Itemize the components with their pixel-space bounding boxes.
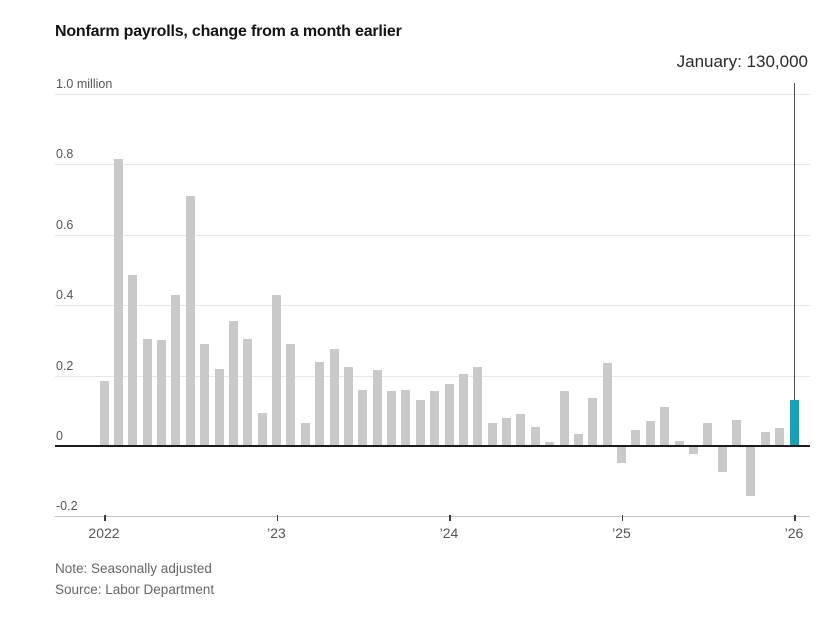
- x-axis-label--25: ’25: [612, 525, 631, 541]
- bar-apr-2023: [315, 361, 325, 446]
- bar-feb-2023: [286, 343, 296, 446]
- bar-nov-2024: [588, 398, 598, 446]
- bar-jun-2024: [516, 414, 526, 446]
- bar-jan-2024: [444, 384, 454, 446]
- bar-feb-2025: [631, 430, 641, 446]
- y-axis-label--0.2: -0.2: [56, 499, 78, 514]
- bar-sep-2023: [387, 391, 396, 446]
- bar-jan-2022: [99, 380, 109, 446]
- bar-jan-2026: [789, 400, 799, 446]
- x-tick--26: [794, 515, 796, 521]
- y-axis-label-1: 1.0 million: [56, 77, 113, 91]
- gridline-0.6: [55, 234, 810, 236]
- bar-jul-2025: [703, 423, 713, 446]
- bar-jan-2023: [272, 294, 281, 446]
- bar-sep-2022: [214, 368, 224, 446]
- chart-note: Note: Seasonally adjusted: [55, 561, 212, 576]
- bar-nov-2023: [415, 400, 425, 446]
- bar-oct-2022: [228, 321, 238, 446]
- bar-may-2025: [674, 440, 684, 446]
- gridline-0.2: [55, 375, 810, 377]
- y-axis-label-0: 0: [56, 429, 63, 443]
- y-axis-label-0.4: 0.4: [56, 288, 74, 303]
- bar-dec-2023: [430, 391, 440, 446]
- bar-aug-2024: [545, 442, 555, 446]
- x-tick-2022: [104, 515, 106, 521]
- bar-aug-2022: [200, 343, 210, 446]
- note-source-block: Note: Seasonally adjusted Source: Labor …: [55, 558, 214, 600]
- y-axis-label-0.6: 0.6: [56, 217, 74, 232]
- bar-sep-2025: [732, 419, 741, 446]
- bar-sep-2024: [559, 391, 569, 446]
- bar-feb-2024: [458, 373, 468, 446]
- bar-jul-2023: [358, 389, 368, 446]
- bar-may-2024: [502, 417, 511, 446]
- bar-apr-2025: [660, 407, 670, 446]
- annotation-label: January: 130,000: [676, 52, 808, 71]
- bar-nov-2025: [760, 431, 770, 446]
- bar-jun-2023: [343, 366, 353, 446]
- zero-baseline: [55, 445, 810, 447]
- bar-may-2023: [329, 349, 339, 446]
- bar-mar-2025: [645, 421, 655, 446]
- bar-aug-2023: [372, 370, 382, 446]
- bar-oct-2024: [573, 433, 583, 446]
- x-tick--24: [449, 515, 451, 521]
- bar-apr-2024: [487, 423, 497, 446]
- bar-apr-2022: [142, 338, 152, 446]
- chart-source: Source: Labor Department: [55, 582, 215, 597]
- x-tick--25: [621, 515, 623, 521]
- gridline-0.4: [55, 305, 810, 307]
- bar-may-2022: [157, 340, 166, 446]
- bar-mar-2022: [128, 275, 138, 446]
- bar-jul-2022: [185, 196, 195, 446]
- annotation-connector-line: [794, 83, 795, 401]
- y-axis-label-0.2: 0.2: [56, 358, 74, 373]
- bar-nov-2022: [243, 338, 253, 446]
- gridline--0.2: [55, 516, 810, 518]
- x-axis-label-2022: 2022: [88, 525, 120, 541]
- x-axis-label--26: ’26: [784, 525, 804, 541]
- bar-jun-2022: [171, 294, 181, 446]
- x-axis-label--23: ’23: [267, 525, 286, 541]
- bar-dec-2025: [775, 428, 785, 446]
- bar-jan-2025: [617, 447, 626, 463]
- bar-jun-2025: [688, 447, 698, 455]
- bar-oct-2023: [401, 389, 411, 446]
- bar-feb-2022: [113, 159, 123, 446]
- bar-mar-2024: [473, 366, 483, 446]
- x-axis-label--24: ’24: [439, 525, 459, 541]
- bar-mar-2023: [300, 423, 310, 446]
- bar-dec-2024: [602, 363, 612, 446]
- bar-aug-2025: [717, 447, 727, 472]
- bar-dec-2022: [257, 412, 267, 446]
- bar-jul-2024: [530, 426, 540, 446]
- bar-oct-2025: [746, 447, 756, 497]
- gridline-1.0: [55, 94, 810, 95]
- y-axis-label-0.8: 0.8: [56, 147, 74, 162]
- gridline-0.8: [55, 164, 810, 166]
- chart-title: Nonfarm payrolls, change from a month ea…: [55, 23, 402, 40]
- x-tick--23: [276, 515, 278, 521]
